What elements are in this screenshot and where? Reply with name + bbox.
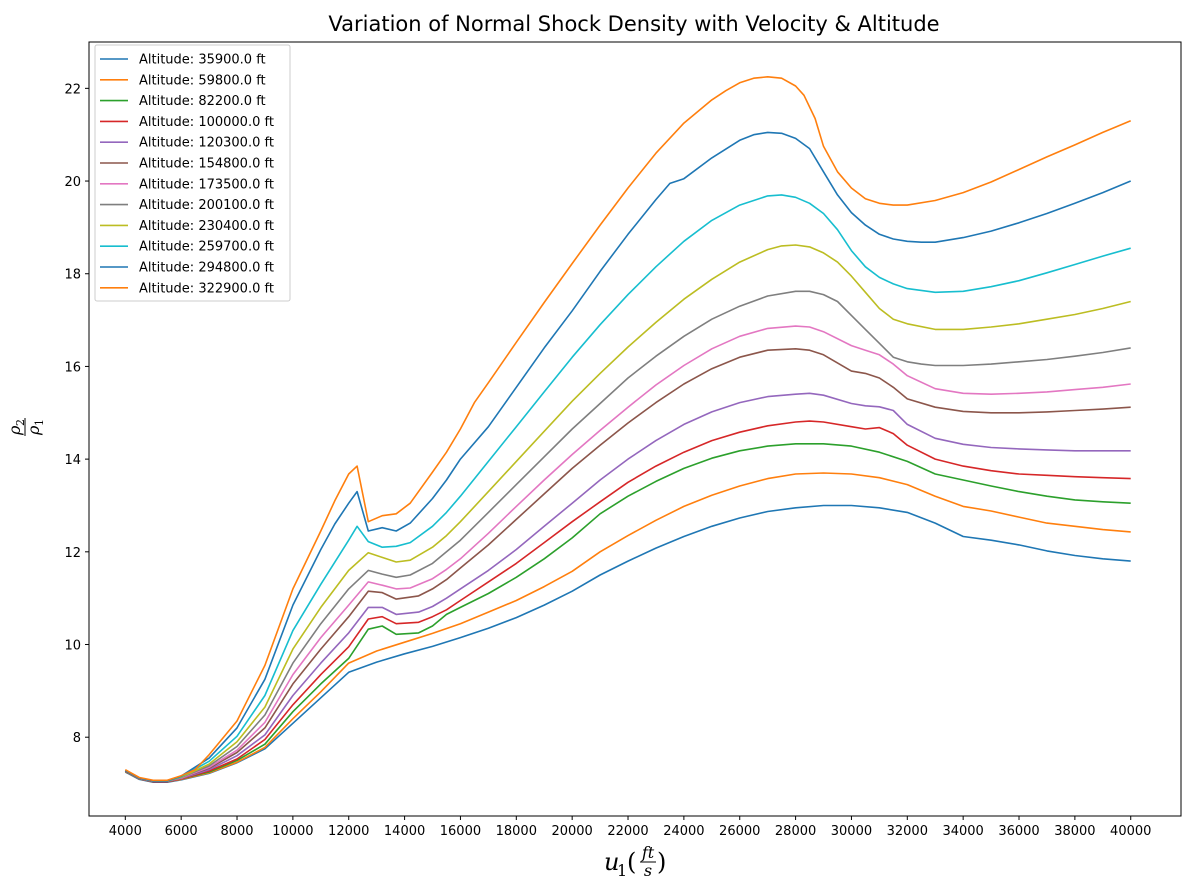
legend-label: Altitude: 82200.0 ft	[139, 94, 266, 109]
x-label-open: (	[627, 848, 636, 876]
y-axis-label: ρ 2 ρ 1	[5, 418, 46, 436]
legend-label: Altitude: 294800.0 ft	[139, 261, 274, 276]
x-tick-label: 14000	[384, 824, 425, 839]
x-label-base: u	[604, 848, 619, 876]
series-line	[124, 325, 1131, 783]
y-axis-ticks: 8 10 12 14 16 18 20 22	[64, 82, 89, 746]
x-tick-label: 12000	[328, 824, 369, 839]
x-tick-label: 24000	[663, 824, 704, 839]
legend-label: Altitude: 120300.0 ft	[139, 136, 274, 151]
y-tick-label: 10	[64, 639, 81, 654]
x-axis-label: u 1 ( ft s )	[604, 843, 666, 880]
y-label-den: ρ	[24, 425, 43, 436]
legend-label: Altitude: 322900.0 ft	[139, 281, 274, 296]
series-line	[124, 76, 1132, 782]
y-tick-label: 14	[64, 453, 81, 468]
legend-label: Altitude: 100000.0 ft	[139, 115, 274, 130]
series-line	[124, 472, 1131, 783]
x-tick-label: 10000	[272, 824, 313, 839]
x-tick-label: 28000	[775, 824, 816, 839]
y-label-num: ρ	[5, 425, 24, 436]
x-tick-label: 4000	[109, 824, 142, 839]
series-line	[124, 392, 1131, 783]
x-tick-label: 34000	[942, 824, 983, 839]
plot-lines	[124, 76, 1132, 784]
legend-items: Altitude: 35900.0 ft Altitude: 59800.0 ft…	[100, 53, 274, 296]
x-tick-label: 26000	[719, 824, 760, 839]
x-tick-label: 18000	[496, 824, 537, 839]
y-tick-label: 18	[64, 268, 81, 283]
x-tick-label: 40000	[1110, 824, 1151, 839]
legend-label: Altitude: 230400.0 ft	[139, 219, 274, 234]
x-label-den: s	[644, 861, 652, 880]
legend-label: Altitude: 200100.0 ft	[139, 198, 274, 213]
legend-label: Altitude: 259700.0 ft	[139, 240, 274, 255]
x-tick-label: 32000	[887, 824, 928, 839]
y-tick-label: 12	[64, 546, 81, 561]
series-line	[124, 194, 1131, 782]
x-tick-label: 30000	[831, 824, 872, 839]
legend-label: Altitude: 59800.0 ft	[139, 73, 266, 88]
x-tick-label: 8000	[220, 824, 253, 839]
series-line	[124, 442, 1131, 783]
y-label-num-sub: 2	[14, 419, 27, 426]
x-axis-ticks: 4000 6000 8000 10000 12000 14000 16000 18000 200…	[109, 816, 1151, 839]
x-tick-label: 36000	[998, 824, 1039, 839]
series-line	[124, 131, 1132, 782]
x-label-close: )	[657, 848, 666, 876]
y-label-den-sub: 1	[33, 419, 46, 426]
x-label-sub: 1	[617, 861, 627, 880]
series-line	[124, 244, 1131, 782]
legend-label: Altitude: 154800.0 ft	[139, 157, 274, 172]
legend-label: Altitude: 173500.0 ft	[139, 177, 274, 192]
series-line	[124, 420, 1131, 783]
y-tick-label: 8	[73, 731, 81, 746]
plot-frame	[88, 41, 1182, 817]
x-tick-label: 38000	[1054, 824, 1095, 839]
series-line	[124, 347, 1131, 783]
x-tick-label: 6000	[165, 824, 198, 839]
y-tick-label: 20	[64, 175, 81, 190]
series-line	[124, 290, 1131, 783]
x-tick-label: 16000	[440, 824, 481, 839]
x-label-num: ft	[641, 843, 655, 862]
chart-title: Variation of Normal Shock Density with V…	[328, 12, 939, 36]
legend: Altitude: 35900.0 ft Altitude: 59800.0 ft…	[94, 44, 291, 302]
legend-box	[94, 44, 291, 302]
y-tick-label: 22	[64, 82, 81, 97]
x-tick-label: 20000	[551, 824, 592, 839]
y-tick-label: 16	[64, 360, 81, 375]
legend-label: Altitude: 35900.0 ft	[139, 53, 266, 68]
x-tick-label: 22000	[607, 824, 648, 839]
